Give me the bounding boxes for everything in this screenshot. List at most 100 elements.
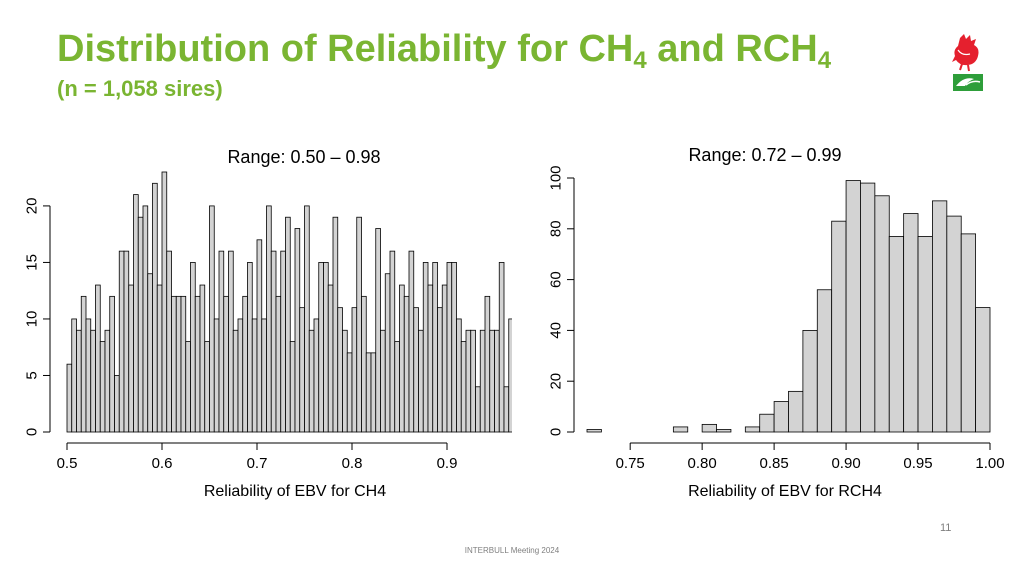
histogram-bar [232, 329, 239, 433]
histogram-bar [484, 295, 491, 433]
histogram-bar [133, 194, 139, 433]
histogram-bar [152, 182, 158, 433]
histogram-bar [76, 329, 82, 433]
histogram-rch4: 0.75 0.80 0.85 0.90 0.95 1.00 0 20 40 60 80 100 Rang… [512, 0, 1012, 581]
histogram-bar [85, 318, 92, 433]
histogram-bar [318, 262, 324, 433]
x-axis-label: Reliability of EBV for RCH4 [688, 483, 882, 500]
histogram-bar [470, 329, 476, 433]
histogram-bar [494, 329, 500, 433]
x-tick-label: 0.7 [247, 455, 268, 472]
y-tick-label: 20 [548, 373, 565, 390]
x-tick-label: 0.6 [152, 455, 173, 472]
histogram-bar [223, 295, 229, 433]
histogram-bar [394, 341, 400, 433]
histogram-bar [446, 262, 453, 433]
y-tick-label: 60 [548, 271, 565, 288]
histogram-bar [874, 195, 890, 433]
histogram-bar [289, 341, 296, 433]
y-tick-label: 40 [548, 322, 565, 339]
histogram-bar [118, 250, 125, 433]
histogram-bar [744, 426, 761, 433]
histogram-bar [209, 205, 215, 433]
histogram-bar [432, 262, 438, 433]
histogram-bar [337, 307, 343, 433]
histogram-bar [975, 307, 991, 433]
histogram-bar [128, 284, 134, 433]
histogram-bar [773, 401, 789, 433]
histogram-bar [270, 250, 277, 433]
histogram-bar [161, 171, 168, 433]
title-subscript-ch4: 4 [633, 47, 647, 74]
histogram-bar [802, 329, 818, 433]
x-tick-label: 1.00 [975, 455, 1004, 472]
histogram-bar [104, 329, 111, 433]
slide-number: 11 [940, 522, 952, 534]
histogram-bar [413, 307, 419, 433]
histogram-bar [114, 375, 120, 433]
histogram-bar [299, 307, 305, 433]
histogram-bar [90, 329, 96, 433]
histogram-bar [123, 250, 130, 433]
histogram-bar [80, 295, 87, 433]
histogram-bar [888, 236, 905, 433]
histogram-bar [437, 307, 443, 433]
x-tick-label: 0.5 [57, 455, 78, 472]
x-tick-label: 0.85 [760, 455, 789, 472]
histogram-bar [351, 307, 358, 433]
x-tick-label: 0.9 [437, 455, 458, 472]
histogram-bar [418, 329, 424, 433]
histogram-bar [213, 318, 220, 433]
histogram-bar [479, 329, 486, 433]
histogram-bar [185, 341, 191, 433]
y-tick-label: 20 [24, 198, 41, 215]
histogram-bar [384, 273, 391, 433]
histogram-bar [498, 262, 505, 433]
histogram-bar [261, 318, 267, 433]
histogram-bar [190, 262, 196, 433]
x-tick-label: 0.95 [903, 455, 932, 472]
histogram-bar [247, 262, 253, 433]
histogram-bar [503, 386, 510, 433]
y-tick-label: 5 [24, 371, 41, 379]
histogram-bar [275, 295, 282, 433]
histogram-bar [332, 216, 339, 433]
histogram-bar [960, 233, 977, 433]
histogram-bar [831, 220, 847, 433]
histogram-bar [380, 329, 386, 433]
histogram-bar [199, 284, 206, 433]
title-subscript-rch4: 4 [817, 47, 832, 74]
histogram-bar [422, 262, 429, 433]
histogram-bar [156, 284, 163, 433]
y-tick-label: 100 [548, 165, 565, 190]
x-tick-label: 0.75 [616, 455, 645, 472]
y-tick-label: 10 [24, 311, 41, 328]
histogram-bar [99, 341, 106, 433]
histogram-bar [285, 216, 291, 433]
histogram-bar [356, 216, 362, 433]
histogram-bar [361, 295, 367, 433]
histogram-bar [917, 236, 933, 433]
chart-range-title: Range: 0.72 – 0.99 [688, 145, 841, 165]
histogram-bar [323, 262, 329, 433]
histogram-bar [346, 352, 353, 433]
histogram-bar [71, 318, 77, 433]
histogram-bar [251, 318, 258, 433]
histogram-bar [403, 295, 410, 433]
histogram-bar [308, 329, 315, 433]
slide-subtitle: (n = 1,058 sires) [57, 76, 223, 101]
x-tick-label: 0.90 [831, 455, 860, 472]
title-text-rch: and RCH [646, 28, 818, 70]
histogram-bar [788, 390, 804, 433]
histogram-bar [460, 341, 467, 433]
histogram-bar [66, 363, 73, 433]
x-tick-label: 0.8 [342, 455, 363, 472]
histogram-bar [266, 205, 272, 433]
histogram-bar [759, 413, 775, 433]
histogram-bar [294, 228, 301, 433]
histogram-bar [237, 318, 244, 433]
histogram-bar [280, 250, 286, 433]
histogram-bar [166, 250, 172, 433]
histogram-bar [475, 386, 481, 433]
